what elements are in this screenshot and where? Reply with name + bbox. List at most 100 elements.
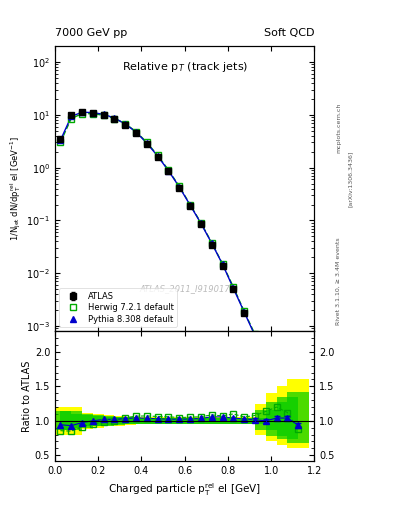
Y-axis label: Ratio to ATLAS: Ratio to ATLAS xyxy=(22,360,32,432)
Bar xyxy=(93,416,114,425)
Bar xyxy=(266,401,287,436)
Pythia 8.308 default xyxy=(101,111,106,117)
Herwig 7.2.1 default xyxy=(274,378,279,385)
Text: Soft QCD: Soft QCD xyxy=(264,28,314,38)
Text: Relative p$_{T}$ (track jets): Relative p$_{T}$ (track jets) xyxy=(121,60,248,74)
Bar xyxy=(190,417,212,424)
Bar xyxy=(71,413,93,429)
Bar xyxy=(179,418,201,423)
Pythia 8.308 default xyxy=(209,240,214,246)
Pythia 8.308 default xyxy=(80,109,84,115)
Bar xyxy=(201,418,222,423)
Herwig 7.2.1 default xyxy=(220,261,225,267)
Bar xyxy=(125,418,147,424)
Pythia 8.308 default xyxy=(90,110,95,116)
Bar xyxy=(222,418,244,423)
Bar xyxy=(136,418,158,423)
Bar xyxy=(82,414,104,428)
Pythia 8.308 default xyxy=(177,184,182,190)
Pythia 8.308 default xyxy=(58,137,63,143)
Bar xyxy=(158,417,179,424)
Pythia 8.308 default xyxy=(253,332,257,338)
Herwig 7.2.1 default xyxy=(80,111,84,117)
Herwig 7.2.1 default xyxy=(209,240,214,246)
Bar xyxy=(125,417,147,424)
Herwig 7.2.1 default xyxy=(101,112,106,118)
Pythia 8.308 default xyxy=(134,129,138,135)
Pythia 8.308 default xyxy=(198,220,203,226)
Text: [arXiv:1306.3436]: [arXiv:1306.3436] xyxy=(348,151,353,207)
Herwig 7.2.1 default xyxy=(285,405,290,411)
Bar xyxy=(212,418,233,423)
Herwig 7.2.1 default xyxy=(242,308,246,314)
Bar xyxy=(255,403,277,435)
Bar xyxy=(114,417,136,425)
Pythia 8.308 default xyxy=(145,140,149,146)
Pythia 8.308 default xyxy=(220,261,225,267)
Herwig 7.2.1 default xyxy=(69,116,73,122)
Herwig 7.2.1 default xyxy=(112,116,117,122)
Bar xyxy=(212,417,233,424)
Herwig 7.2.1 default xyxy=(263,355,268,361)
Bar xyxy=(190,418,212,423)
Bar xyxy=(147,418,169,423)
Herwig 7.2.1 default xyxy=(177,183,182,189)
Bar xyxy=(287,379,309,449)
Bar xyxy=(169,417,190,424)
Y-axis label: 1/N$_\mathrm{jet}$ dN/dp$_\mathrm{T}^\mathrm{rel}$ el [GeV$^{-1}$]: 1/N$_\mathrm{jet}$ dN/dp$_\mathrm{T}^\ma… xyxy=(9,136,24,241)
Bar xyxy=(233,417,255,424)
Bar xyxy=(136,417,158,424)
Herwig 7.2.1 default xyxy=(296,437,301,443)
Pythia 8.308 default xyxy=(296,435,301,441)
Bar xyxy=(179,417,201,424)
Text: mcplots.cern.ch: mcplots.cern.ch xyxy=(336,103,341,153)
Bar xyxy=(50,407,71,435)
Bar xyxy=(93,415,114,426)
Text: ATLAS_2011_I919017: ATLAS_2011_I919017 xyxy=(140,284,230,293)
Legend: ATLAS, Herwig 7.2.1 default, Pythia 8.308 default: ATLAS, Herwig 7.2.1 default, Pythia 8.30… xyxy=(59,288,177,327)
Bar xyxy=(255,410,277,431)
Bar xyxy=(104,417,125,425)
Bar xyxy=(233,418,255,423)
Bar xyxy=(71,414,93,428)
Text: 7000 GeV pp: 7000 GeV pp xyxy=(55,28,127,38)
Pythia 8.308 default xyxy=(242,309,246,315)
Pythia 8.308 default xyxy=(69,113,73,119)
Bar xyxy=(61,407,82,435)
Herwig 7.2.1 default xyxy=(231,284,236,290)
Bar xyxy=(266,393,287,441)
Herwig 7.2.1 default xyxy=(188,201,193,207)
Herwig 7.2.1 default xyxy=(155,153,160,159)
Herwig 7.2.1 default xyxy=(253,331,257,337)
Bar xyxy=(277,397,298,439)
Pythia 8.308 default xyxy=(263,358,268,364)
Bar xyxy=(104,416,125,425)
Bar xyxy=(147,417,169,424)
Bar xyxy=(50,411,71,431)
Pythia 8.308 default xyxy=(231,285,236,291)
Text: Rivet 3.1.10, ≥ 3.4M events: Rivet 3.1.10, ≥ 3.4M events xyxy=(336,238,341,326)
Pythia 8.308 default xyxy=(166,168,171,174)
Bar xyxy=(61,411,82,431)
Pythia 8.308 default xyxy=(155,153,160,159)
Bar xyxy=(169,418,190,423)
Bar xyxy=(114,417,136,424)
Bar xyxy=(158,418,179,423)
Pythia 8.308 default xyxy=(188,202,193,208)
Bar xyxy=(277,387,298,445)
Bar xyxy=(287,392,309,443)
Herwig 7.2.1 default xyxy=(123,120,128,126)
Herwig 7.2.1 default xyxy=(198,220,203,226)
Bar xyxy=(244,418,266,423)
Herwig 7.2.1 default xyxy=(58,139,63,145)
Herwig 7.2.1 default xyxy=(90,111,95,117)
Pythia 8.308 default xyxy=(274,381,279,388)
Line: Herwig 7.2.1 default: Herwig 7.2.1 default xyxy=(58,111,301,443)
Bar xyxy=(244,417,266,424)
Bar xyxy=(222,417,244,424)
Pythia 8.308 default xyxy=(123,121,128,127)
Bar xyxy=(201,417,222,424)
Pythia 8.308 default xyxy=(112,115,117,121)
X-axis label: Charged particle p$_\mathrm{T}^\mathrm{rel}$ el [GeV]: Charged particle p$_\mathrm{T}^\mathrm{r… xyxy=(108,481,261,498)
Herwig 7.2.1 default xyxy=(145,139,149,145)
